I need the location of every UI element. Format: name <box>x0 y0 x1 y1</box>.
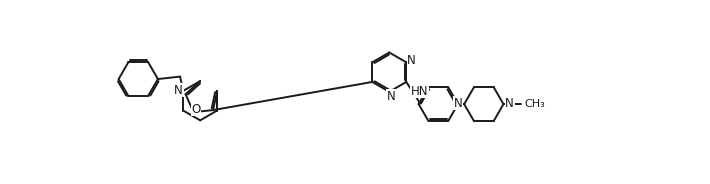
Text: HN: HN <box>410 85 428 98</box>
Text: O: O <box>191 102 200 116</box>
Text: N: N <box>386 90 395 103</box>
Text: N: N <box>408 54 416 67</box>
Text: N: N <box>174 84 183 97</box>
Text: CH₃: CH₃ <box>524 99 545 109</box>
Text: N: N <box>506 97 514 110</box>
Text: N: N <box>454 97 462 110</box>
